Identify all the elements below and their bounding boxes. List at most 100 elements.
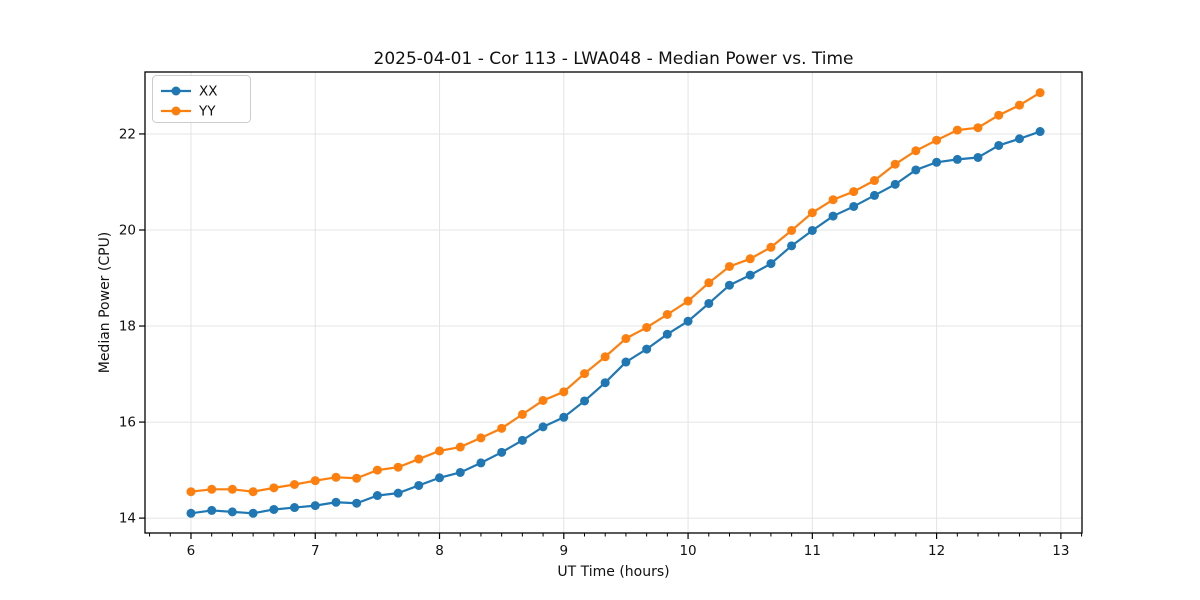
data-point — [807, 208, 817, 218]
data-point — [662, 310, 672, 320]
data-point — [787, 225, 797, 235]
axis-ticks — [139, 133, 1083, 539]
data-point — [600, 378, 610, 388]
y-tick-label: 16 — [119, 415, 136, 431]
data-point — [559, 387, 569, 397]
data-point — [973, 123, 983, 133]
data-point — [890, 159, 900, 169]
x-tick-label: 11 — [804, 543, 821, 559]
data-point — [1014, 134, 1024, 144]
data-point — [704, 298, 714, 308]
y-tick-label: 22 — [119, 126, 136, 142]
legend-marker-sample — [171, 86, 181, 96]
data-point — [621, 357, 631, 367]
data-point — [580, 396, 590, 406]
series-markers-yy — [186, 88, 1045, 497]
legend-item-yy: YY — [161, 104, 216, 120]
data-point — [724, 280, 734, 290]
y-axis-label: Median Power (CPU) — [97, 232, 113, 374]
data-point — [476, 458, 486, 468]
legend-marker-sample — [171, 106, 181, 116]
data-point — [248, 487, 258, 497]
data-point — [911, 146, 921, 156]
data-point — [600, 352, 610, 362]
data-point — [186, 487, 196, 497]
legend: XX YY — [152, 75, 251, 123]
data-point — [683, 316, 693, 326]
data-point — [186, 508, 196, 518]
data-point — [497, 447, 507, 457]
data-point — [642, 322, 652, 332]
data-point — [538, 422, 548, 432]
data-point — [766, 242, 776, 252]
data-point — [952, 125, 962, 135]
data-point — [372, 491, 382, 501]
data-point — [227, 507, 237, 517]
data-point — [973, 152, 983, 162]
x-tick-label: 12 — [928, 543, 945, 559]
data-point — [932, 157, 942, 167]
x-tick-label: 9 — [559, 543, 568, 559]
data-point — [517, 409, 527, 419]
data-point — [455, 442, 465, 452]
data-point — [414, 480, 424, 490]
data-point — [890, 179, 900, 189]
data-point — [1035, 127, 1045, 137]
data-point — [310, 476, 320, 486]
data-point — [745, 270, 755, 280]
data-point — [393, 488, 403, 498]
data-point — [807, 225, 817, 235]
data-point — [269, 483, 279, 493]
data-point — [828, 211, 838, 221]
data-point — [517, 435, 527, 445]
data-point — [455, 467, 465, 477]
data-point — [828, 195, 838, 205]
data-point — [227, 484, 237, 494]
data-point — [849, 201, 859, 211]
series-line-xx — [189, 130, 1042, 515]
chart-title: 2025-04-01 - Cor 113 - LWA048 - Median P… — [374, 49, 854, 69]
data-point — [435, 473, 445, 483]
data-point — [766, 259, 776, 269]
data-point — [497, 423, 507, 433]
data-point — [621, 334, 631, 344]
data-point — [207, 505, 217, 515]
data-point — [1014, 100, 1024, 110]
data-point — [538, 395, 548, 405]
x-tick-label: 7 — [311, 543, 320, 559]
legend-item-xx: XX — [161, 84, 218, 100]
x-tick-label: 6 — [187, 543, 196, 559]
y-tick-label: 20 — [119, 222, 136, 238]
data-point — [414, 454, 424, 464]
axis-tick-labels: 6 7 8 9 10 11 12 13 14 16 18 20 22 — [119, 126, 1070, 559]
data-point — [331, 497, 341, 507]
data-point — [869, 190, 879, 200]
data-point — [849, 187, 859, 197]
x-tick-label: 13 — [1052, 543, 1069, 559]
data-point — [435, 446, 445, 456]
data-point — [289, 479, 299, 489]
data-point — [1035, 88, 1045, 98]
data-point — [932, 135, 942, 145]
data-point — [352, 498, 362, 508]
plot-border — [144, 71, 1083, 534]
data-point — [683, 296, 693, 306]
data-point — [869, 176, 879, 186]
data-point — [310, 501, 320, 511]
data-point — [559, 412, 569, 422]
data-point — [207, 484, 217, 494]
data-point — [476, 433, 486, 443]
data-point — [352, 473, 362, 483]
data-point — [269, 504, 279, 514]
x-axis-label: UT Time (hours) — [557, 564, 669, 580]
data-point — [704, 278, 714, 288]
y-tick-label: 18 — [119, 319, 136, 335]
data-point — [248, 508, 258, 518]
data-point — [724, 261, 734, 271]
series-layer — [186, 88, 1045, 518]
y-tick-label: 14 — [119, 511, 136, 527]
data-point — [952, 154, 962, 164]
legend-label-yy: YY — [198, 104, 216, 120]
data-point — [911, 165, 921, 175]
